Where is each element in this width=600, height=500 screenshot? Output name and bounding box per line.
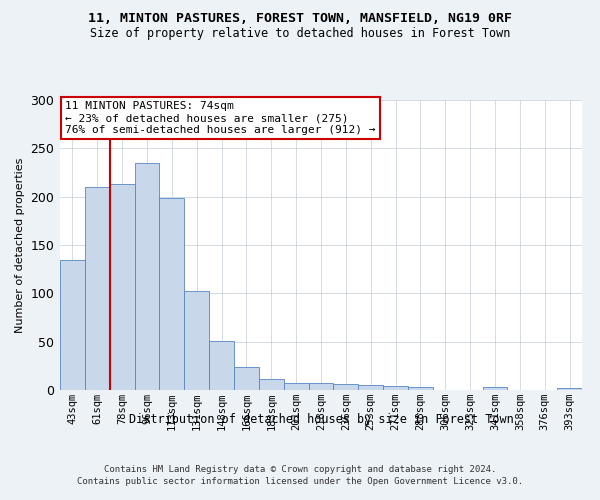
Bar: [308, 383, 334, 390]
Bar: [60, 260, 85, 390]
Bar: [134, 163, 160, 390]
Bar: [358, 385, 383, 390]
Text: Distribution of detached houses by size in Forest Town: Distribution of detached houses by size …: [128, 412, 514, 426]
Bar: [259, 380, 284, 390]
Bar: [334, 384, 358, 390]
Bar: [110, 184, 134, 390]
Bar: [85, 187, 110, 390]
Bar: [482, 387, 508, 390]
Text: Size of property relative to detached houses in Forest Town: Size of property relative to detached ho…: [90, 28, 510, 40]
Bar: [284, 383, 308, 390]
Text: 11 MINTON PASTURES: 74sqm
← 23% of detached houses are smaller (275)
76% of semi: 11 MINTON PASTURES: 74sqm ← 23% of detac…: [65, 102, 376, 134]
Bar: [234, 367, 259, 390]
Bar: [383, 386, 408, 390]
Text: Contains public sector information licensed under the Open Government Licence v3: Contains public sector information licen…: [77, 478, 523, 486]
Text: Contains HM Land Registry data © Crown copyright and database right 2024.: Contains HM Land Registry data © Crown c…: [104, 465, 496, 474]
Bar: [209, 340, 234, 390]
Bar: [160, 198, 184, 390]
Y-axis label: Number of detached properties: Number of detached properties: [15, 158, 25, 332]
Bar: [184, 292, 209, 390]
Bar: [408, 387, 433, 390]
Bar: [557, 388, 582, 390]
Text: 11, MINTON PASTURES, FOREST TOWN, MANSFIELD, NG19 0RF: 11, MINTON PASTURES, FOREST TOWN, MANSFI…: [88, 12, 512, 26]
